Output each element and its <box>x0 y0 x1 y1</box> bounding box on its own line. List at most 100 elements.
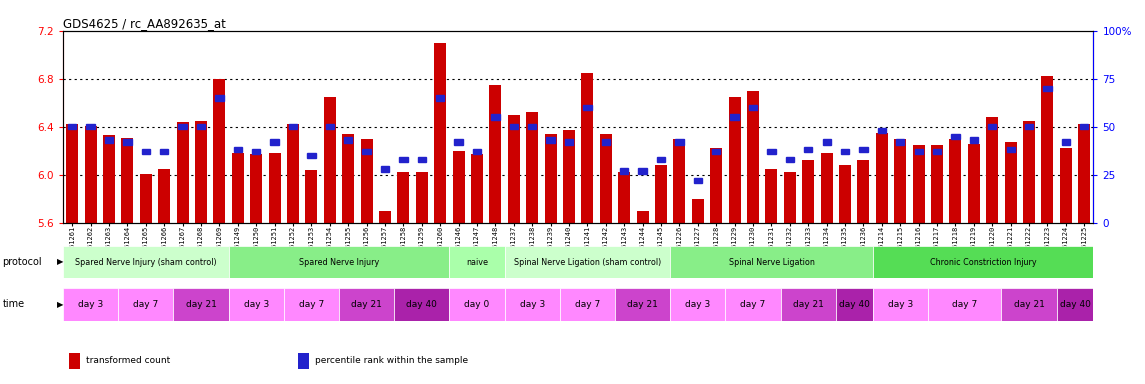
Bar <box>839 165 851 223</box>
Bar <box>560 288 615 321</box>
Bar <box>951 134 960 139</box>
Text: day 3: day 3 <box>78 300 103 309</box>
Bar <box>821 153 832 223</box>
Bar <box>510 124 518 129</box>
Bar <box>897 139 905 145</box>
Text: protocol: protocol <box>2 257 42 267</box>
Bar <box>416 172 428 223</box>
Bar <box>173 288 229 321</box>
Bar <box>655 165 668 223</box>
Bar <box>1006 147 1014 152</box>
Bar <box>545 134 556 223</box>
Bar <box>781 288 836 321</box>
Bar <box>251 154 262 223</box>
Bar <box>894 139 906 223</box>
Bar <box>121 137 133 223</box>
Text: Spinal Nerve Ligation: Spinal Nerve Ligation <box>728 258 814 266</box>
Bar <box>804 147 813 152</box>
Bar <box>784 172 796 223</box>
Bar <box>363 149 371 154</box>
Bar <box>418 157 426 162</box>
Bar <box>397 172 410 223</box>
Bar <box>66 124 78 223</box>
Bar <box>505 246 670 278</box>
Bar <box>527 113 538 223</box>
Bar <box>563 130 575 223</box>
Bar <box>986 117 998 223</box>
Bar <box>1080 124 1089 129</box>
Bar <box>710 148 722 223</box>
Bar <box>105 137 113 143</box>
Bar <box>289 124 298 129</box>
Bar <box>160 149 168 154</box>
Bar <box>988 124 996 129</box>
Bar <box>859 147 868 152</box>
Bar <box>324 97 335 223</box>
Bar <box>269 153 281 223</box>
Bar <box>949 139 962 223</box>
Bar <box>637 211 648 223</box>
Bar <box>473 149 481 154</box>
Bar <box>306 170 317 223</box>
Bar <box>927 288 1002 321</box>
Text: day 21: day 21 <box>185 300 216 309</box>
Bar <box>176 122 189 223</box>
Bar <box>582 73 593 223</box>
Bar <box>197 124 205 129</box>
Text: day 7: day 7 <box>575 300 600 309</box>
Bar <box>933 149 941 154</box>
Bar <box>400 157 408 162</box>
Text: ▶: ▶ <box>57 257 64 266</box>
Bar <box>85 126 96 223</box>
Text: day 21: day 21 <box>1013 300 1044 309</box>
Bar <box>452 151 465 223</box>
Text: day 7: day 7 <box>951 300 978 309</box>
Text: day 3: day 3 <box>520 300 545 309</box>
Bar <box>878 128 886 133</box>
Bar <box>1042 76 1053 223</box>
Bar <box>307 153 316 158</box>
Bar <box>970 137 978 143</box>
Text: ▶: ▶ <box>57 300 64 309</box>
Bar <box>657 157 665 162</box>
Text: day 3: day 3 <box>685 300 710 309</box>
Bar <box>803 161 814 223</box>
Bar <box>381 166 389 172</box>
Bar <box>140 174 152 223</box>
Bar <box>931 145 943 223</box>
Text: day 7: day 7 <box>133 300 158 309</box>
Bar <box>876 133 887 223</box>
Bar <box>676 139 684 145</box>
Bar <box>692 199 704 223</box>
Bar <box>339 288 394 321</box>
Text: day 21: day 21 <box>352 300 382 309</box>
Text: day 21: day 21 <box>792 300 823 309</box>
Bar <box>766 169 777 223</box>
Bar <box>621 168 629 174</box>
Text: day 40: day 40 <box>1059 300 1090 309</box>
Bar <box>968 144 980 223</box>
Bar <box>449 246 505 278</box>
Text: naive: naive <box>466 258 488 266</box>
Bar <box>252 149 260 154</box>
Bar <box>508 115 520 223</box>
Bar <box>449 288 505 321</box>
Bar <box>394 288 449 321</box>
Text: day 7: day 7 <box>741 300 766 309</box>
Text: Spared Nerve Injury (sham control): Spared Nerve Injury (sham control) <box>74 258 216 266</box>
Bar <box>726 288 781 321</box>
Text: percentile rank within the sample: percentile rank within the sample <box>315 356 468 366</box>
Bar <box>785 157 793 162</box>
Bar <box>379 211 390 223</box>
Bar <box>124 139 132 145</box>
Bar <box>872 288 927 321</box>
Bar <box>229 246 449 278</box>
Text: transformed count: transformed count <box>86 356 171 366</box>
Bar <box>673 139 686 223</box>
Text: day 3: day 3 <box>887 300 913 309</box>
Text: time: time <box>2 299 24 309</box>
Bar <box>229 288 284 321</box>
Bar <box>1060 148 1072 223</box>
Bar <box>618 172 630 223</box>
Bar <box>434 43 447 223</box>
